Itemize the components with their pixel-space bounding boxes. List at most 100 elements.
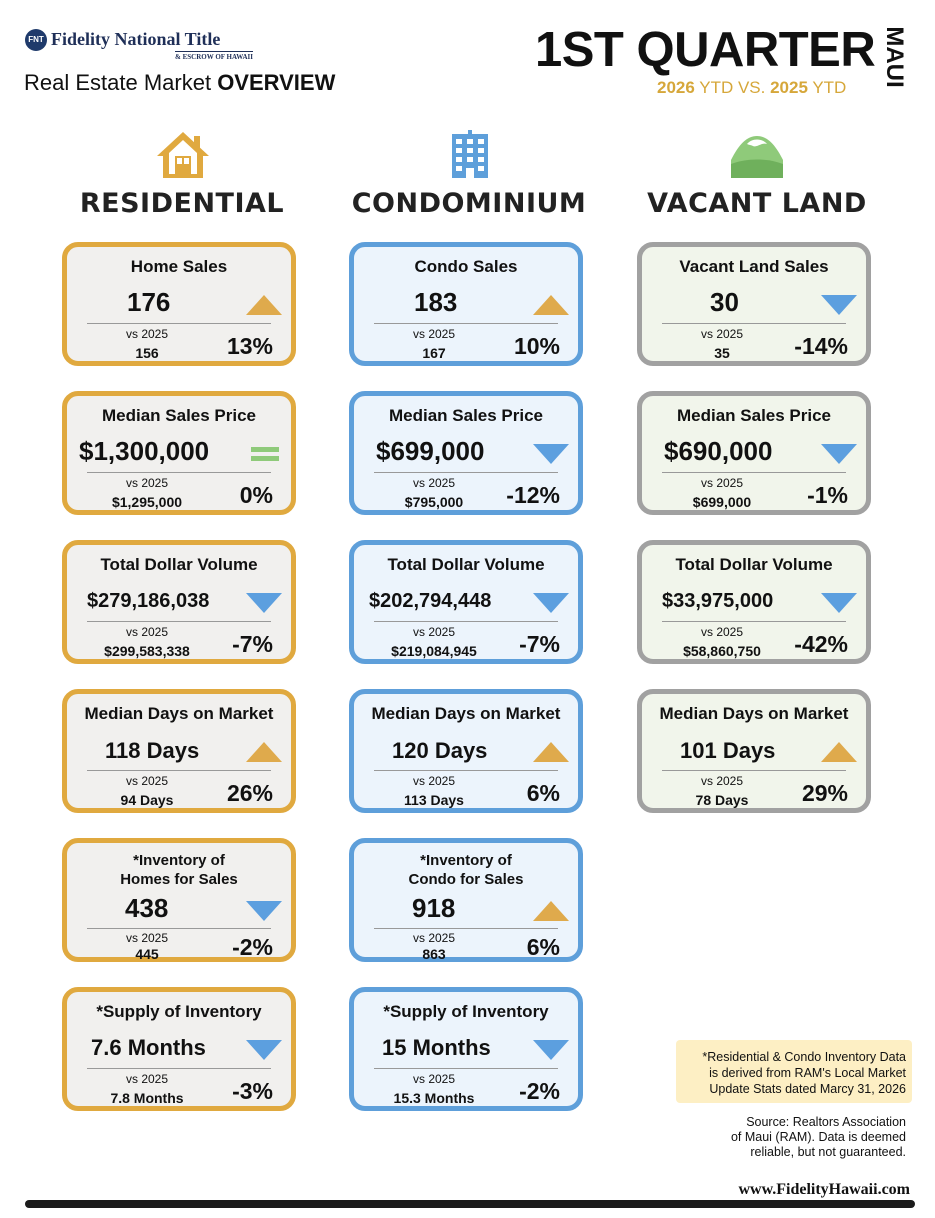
vs-label: vs 2025 bbox=[700, 476, 744, 490]
down-triangle-icon bbox=[821, 444, 857, 464]
divider bbox=[87, 621, 271, 622]
card-title: Median Sales Price bbox=[388, 406, 544, 425]
website-link[interactable]: www.FidelityHawaii.com bbox=[738, 1181, 910, 1198]
percent-change: -14% bbox=[794, 333, 848, 359]
percent-change: 26% bbox=[226, 780, 273, 806]
page-title: 1ST QUARTER bbox=[535, 23, 876, 77]
previous-value: $795,000 bbox=[404, 494, 464, 510]
percent-change: -1% bbox=[807, 482, 848, 508]
land-median-price-card: Median Sales Price $690,000 vs 2025 $699… bbox=[637, 391, 871, 515]
vs-label: vs 2025 bbox=[412, 327, 456, 341]
vs-label: vs 2025 bbox=[412, 774, 456, 788]
land-days-on-market-card: Median Days on Market 101 Days vs 2025 7… bbox=[637, 689, 871, 813]
card-value: 183 bbox=[414, 287, 458, 317]
building-icon bbox=[452, 130, 488, 178]
card-value: $690,000 bbox=[664, 436, 773, 466]
previous-value: 113 Days bbox=[404, 792, 464, 808]
previous-value: $699,000 bbox=[692, 494, 752, 510]
divider bbox=[374, 621, 558, 622]
source-citation: Source: Realtors Association of Maui (RA… bbox=[730, 1115, 906, 1159]
residential-days-on-market-card: Median Days on Market 118 Days vs 2025 9… bbox=[62, 689, 296, 813]
divider bbox=[87, 323, 271, 324]
previous-value: $58,860,750 bbox=[683, 643, 761, 659]
card-title: Median Days on Market bbox=[84, 704, 274, 723]
card-value: $202,794,448 bbox=[369, 590, 492, 612]
up-triangle-icon bbox=[246, 295, 282, 315]
percent-change: 10% bbox=[513, 333, 560, 359]
card-value: $33,975,000 bbox=[662, 590, 774, 612]
percent-change: 29% bbox=[801, 780, 848, 806]
divider bbox=[374, 1068, 558, 1069]
card-value: 30 bbox=[710, 287, 739, 317]
region-label: MAUI bbox=[881, 26, 908, 88]
company-logo: FNT Fidelity National Title & ESCROW OF … bbox=[25, 27, 255, 67]
card-title: Condo Sales bbox=[414, 257, 518, 276]
card-title: *Supply of Inventory bbox=[96, 1002, 262, 1021]
card-value: $1,300,000 bbox=[79, 436, 210, 466]
previous-value: 35 bbox=[714, 345, 730, 361]
vs-label: vs 2025 bbox=[125, 1072, 169, 1086]
previous-value: 7.8 Months bbox=[110, 1090, 184, 1106]
divider bbox=[662, 323, 846, 324]
percent-change: -7% bbox=[519, 631, 560, 657]
previous-value: 445 bbox=[135, 946, 159, 962]
divider bbox=[87, 928, 271, 929]
card-value: 176 bbox=[127, 287, 171, 317]
land-dollar-volume-card: Total Dollar Volume $33,975,000 vs 2025 … bbox=[637, 540, 871, 664]
vs-label: vs 2025 bbox=[700, 625, 744, 639]
down-triangle-icon bbox=[821, 593, 857, 613]
card-value: 101 Days bbox=[680, 738, 776, 763]
card-value: 15 Months bbox=[382, 1035, 491, 1060]
previous-value: 167 bbox=[422, 345, 446, 361]
vs-label: vs 2025 bbox=[125, 774, 169, 788]
percent-change: -2% bbox=[519, 1078, 560, 1104]
vs-label: vs 2025 bbox=[700, 774, 744, 788]
divider bbox=[374, 472, 558, 473]
divider bbox=[662, 770, 846, 771]
vs-label: vs 2025 bbox=[125, 327, 169, 341]
vs-label: vs 2025 bbox=[412, 625, 456, 639]
percent-change: 6% bbox=[526, 780, 560, 806]
card-value: 438 bbox=[125, 893, 169, 923]
previous-value: $299,583,338 bbox=[104, 643, 190, 659]
vs-label: vs 2025 bbox=[125, 625, 169, 639]
card-value: 918 bbox=[412, 893, 456, 923]
card-title: Median Sales Price bbox=[101, 406, 257, 425]
card-title: *Supply of Inventory bbox=[383, 1002, 549, 1021]
card-title: *Inventory of Homes for Sales bbox=[120, 852, 238, 888]
percent-change: 6% bbox=[526, 934, 560, 960]
previous-value: $1,295,000 bbox=[111, 494, 183, 510]
condo-days-on-market-card: Median Days on Market 120 Days vs 2025 1… bbox=[349, 689, 583, 813]
down-triangle-icon bbox=[533, 444, 569, 464]
residential-supply-card: *Supply of Inventory 7.6 Months vs 2025 … bbox=[62, 987, 296, 1111]
logo-subtitle: & ESCROW OF HAWAII bbox=[175, 51, 253, 61]
previous-value: $219,084,945 bbox=[391, 643, 477, 659]
residential-inventory-card: *Inventory of Homes for Sales 438 vs 2025… bbox=[62, 838, 296, 962]
card-title: *Inventory of Condo for Sales bbox=[408, 852, 524, 888]
card-title: Median Days on Market bbox=[371, 704, 561, 723]
percent-change: -7% bbox=[232, 631, 273, 657]
percent-change: 13% bbox=[226, 333, 273, 359]
card-title: Home Sales bbox=[130, 257, 228, 276]
residential-median-price-card: Median Sales Price $1,300,000 vs 2025 $1… bbox=[62, 391, 296, 515]
condo-median-price-card: Median Sales Price $699,000 vs 2025 $795… bbox=[349, 391, 583, 515]
divider bbox=[87, 1068, 271, 1069]
down-triangle-icon bbox=[821, 295, 857, 315]
ytd-comparison: 2026 YTD VS. 2025 YTD bbox=[657, 78, 847, 97]
vs-label: vs 2025 bbox=[412, 476, 456, 490]
down-triangle-icon bbox=[533, 1040, 569, 1060]
down-triangle-icon bbox=[246, 1040, 282, 1060]
card-title: Median Sales Price bbox=[676, 406, 832, 425]
divider bbox=[374, 770, 558, 771]
card-value: 120 Days bbox=[392, 738, 488, 763]
residential-dollar-volume-card: Total Dollar Volume $279,186,038 vs 2025… bbox=[62, 540, 296, 664]
card-value: 118 Days bbox=[105, 738, 200, 763]
logo-name: Fidelity National Title bbox=[51, 29, 221, 49]
previous-value: 78 Days bbox=[695, 792, 749, 808]
down-triangle-icon bbox=[246, 593, 282, 613]
equal-sign-icon bbox=[251, 447, 279, 461]
house-icon bbox=[157, 132, 209, 178]
up-triangle-icon bbox=[246, 742, 282, 762]
card-title: Total Dollar Volume bbox=[100, 555, 258, 574]
card-title: Vacant Land Sales bbox=[679, 257, 829, 276]
